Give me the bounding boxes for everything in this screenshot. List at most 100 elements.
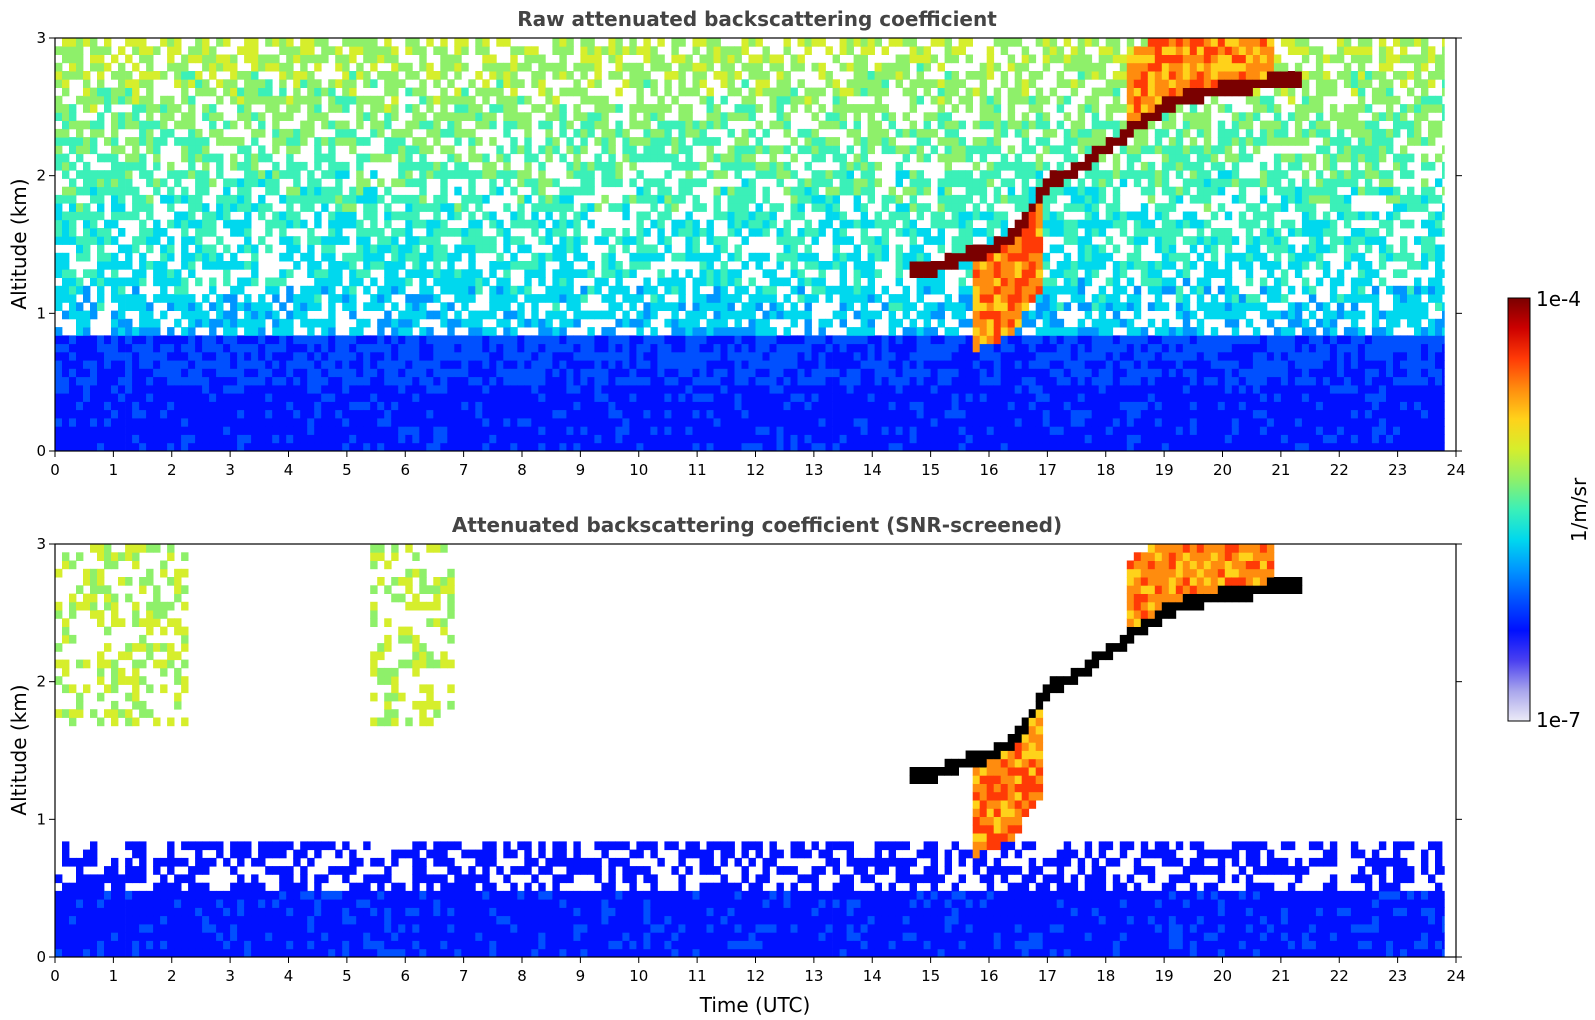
heatmap-cell — [720, 310, 728, 320]
heatmap-cell — [853, 434, 861, 444]
heatmap-cell — [888, 38, 896, 47]
heatmap-cell — [223, 79, 231, 88]
heatmap-cell — [615, 46, 623, 55]
heatmap-cell — [657, 104, 665, 113]
heatmap-cell — [720, 161, 728, 171]
heatmap-cell — [419, 112, 427, 121]
heatmap-cell — [328, 426, 336, 435]
heatmap-cell — [475, 244, 483, 254]
heatmap-cell — [685, 120, 693, 130]
heatmap-cell — [664, 194, 672, 204]
heatmap-cell — [62, 442, 70, 452]
heatmap-cell — [258, 236, 266, 245]
heatmap-cell — [160, 194, 168, 204]
heatmap-cell — [419, 137, 427, 146]
heatmap-cell — [426, 170, 434, 179]
heatmap-cell — [118, 79, 126, 88]
heatmap-cell — [489, 393, 497, 402]
heatmap-cell — [538, 409, 546, 419]
heatmap-cell — [678, 87, 686, 97]
heatmap-cell — [391, 95, 399, 105]
heatmap-cell — [76, 285, 84, 295]
heatmap-cell — [657, 38, 665, 47]
heatmap-cell — [146, 426, 154, 435]
heatmap-cell — [825, 401, 833, 411]
heatmap-cell — [867, 393, 875, 402]
heatmap-cell — [55, 426, 63, 435]
heatmap-cell — [167, 384, 175, 394]
heatmap-cell — [503, 418, 511, 427]
heatmap-cell — [195, 343, 203, 353]
heatmap-cell — [69, 310, 77, 320]
heatmap-cell — [944, 112, 952, 121]
heatmap-cell — [335, 335, 343, 345]
heatmap-cell — [83, 211, 91, 221]
heatmap-cell — [748, 128, 756, 138]
heatmap-cell — [237, 418, 245, 427]
heatmap-cell — [398, 285, 406, 295]
heatmap-cell — [916, 401, 924, 411]
heatmap-cell — [573, 434, 581, 444]
heatmap-cell — [489, 426, 497, 435]
heatmap-cell — [748, 318, 756, 328]
heatmap-cell — [531, 434, 539, 444]
heatmap-cell — [818, 409, 826, 419]
heatmap-cell — [867, 244, 875, 254]
heatmap-cell — [286, 186, 294, 196]
heatmap-cell — [734, 203, 742, 212]
heatmap-cell — [783, 79, 791, 88]
heatmap-cell — [286, 211, 294, 221]
heatmap-cell — [188, 351, 196, 361]
heatmap-cell — [867, 87, 875, 97]
heatmap-cell — [279, 277, 287, 287]
heatmap-cell — [356, 62, 364, 72]
heatmap-cell — [279, 112, 287, 121]
heatmap-cell — [804, 426, 812, 435]
heatmap-cell — [405, 46, 413, 55]
heatmap-cell — [678, 302, 686, 311]
heatmap-cell — [573, 310, 581, 320]
heatmap-cell — [167, 434, 175, 444]
heatmap-cell — [391, 137, 399, 146]
heatmap-cell — [265, 418, 273, 427]
heatmap-cell — [517, 376, 525, 386]
heatmap-cell — [538, 384, 546, 394]
heatmap-cell — [678, 219, 686, 229]
heatmap-cell — [671, 46, 679, 55]
heatmap-cell — [440, 343, 448, 353]
heatmap-cell — [776, 393, 784, 402]
heatmap-cell — [818, 360, 826, 369]
heatmap-cell — [741, 442, 749, 452]
heatmap-cell — [692, 228, 700, 237]
heatmap-cell — [524, 178, 532, 188]
heatmap-cell — [244, 244, 252, 254]
heatmap-cell — [881, 418, 889, 427]
heatmap-cell — [321, 87, 329, 97]
heatmap-cell — [251, 368, 259, 378]
heatmap-cell — [755, 442, 763, 452]
heatmap-cell — [727, 228, 735, 237]
heatmap-cell — [468, 211, 476, 221]
heatmap-cell — [307, 244, 315, 254]
heatmap-cell — [300, 360, 308, 369]
heatmap-cell — [811, 128, 819, 138]
heatmap-cell — [209, 54, 217, 64]
heatmap-cell — [293, 360, 301, 369]
heatmap-cell — [300, 62, 308, 72]
heatmap-cell — [384, 54, 392, 64]
heatmap-cell — [454, 71, 462, 80]
heatmap-cell — [832, 104, 840, 113]
heatmap-cell — [783, 442, 791, 452]
heatmap-cell — [706, 277, 714, 287]
heatmap-cell — [398, 79, 406, 88]
heatmap-cell — [167, 244, 175, 254]
heatmap-cell — [188, 294, 196, 303]
heatmap-cell — [426, 269, 434, 278]
heatmap-cell — [181, 360, 189, 369]
heatmap-cell — [937, 219, 945, 229]
heatmap-cell — [678, 327, 686, 336]
heatmap-cell — [454, 104, 462, 113]
heatmap-cell — [622, 351, 630, 361]
heatmap-cell — [692, 161, 700, 171]
